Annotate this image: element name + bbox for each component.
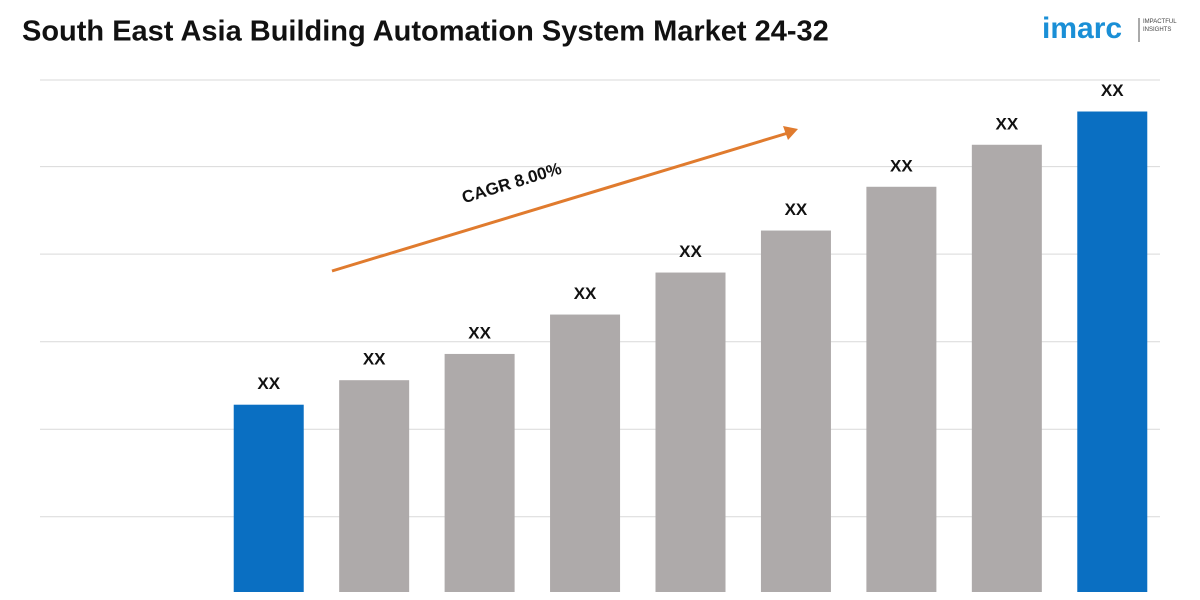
chart-title: South East Asia Building Automation Syst… [22, 16, 829, 48]
bar [550, 314, 621, 592]
data-label: XX [679, 242, 702, 261]
cagr-arrowhead [783, 126, 798, 140]
data-label: XX [257, 374, 280, 393]
data-label: XX [785, 200, 808, 219]
bars: XX XX XX XX XX XX XX XX XX [233, 81, 1148, 593]
data-label: XX [574, 284, 597, 303]
bar [444, 353, 515, 592]
bar [655, 272, 726, 592]
logo-tagline-box: IMPACTFUL INSIGHTS [1143, 19, 1177, 33]
cagr-arrow [331, 131, 789, 273]
bar [760, 230, 831, 593]
data-label: XX [1101, 81, 1124, 100]
logo-name: imarc [1042, 12, 1122, 45]
bar [866, 186, 937, 592]
bar [339, 380, 410, 592]
data-label: XX [363, 350, 386, 369]
data-label: XX [890, 156, 913, 175]
logo: imarc IMPACTFUL INSIGHTS [1042, 12, 1177, 45]
cagr-label: CAGR 8.00% [460, 159, 564, 207]
bar [233, 404, 304, 592]
bar [1077, 111, 1148, 592]
bar [971, 144, 1042, 592]
logo-tagline: IMPACTFUL INSIGHTS [1143, 19, 1177, 33]
annotation: CAGR 8.00% [331, 126, 798, 273]
data-label: XX [995, 114, 1018, 133]
data-label: XX [468, 323, 491, 342]
